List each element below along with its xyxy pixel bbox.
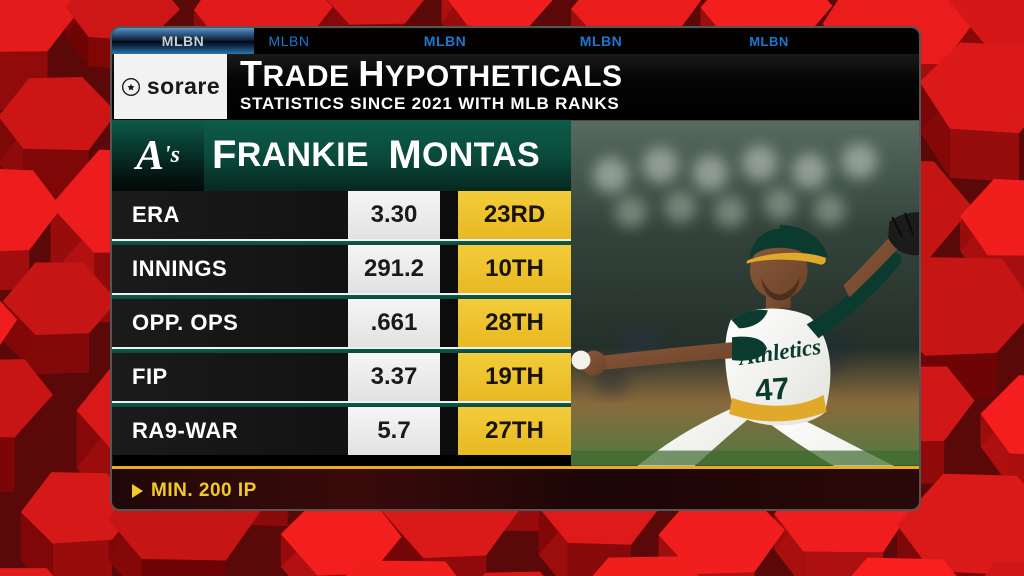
svg-text:47: 47 [754,371,791,408]
